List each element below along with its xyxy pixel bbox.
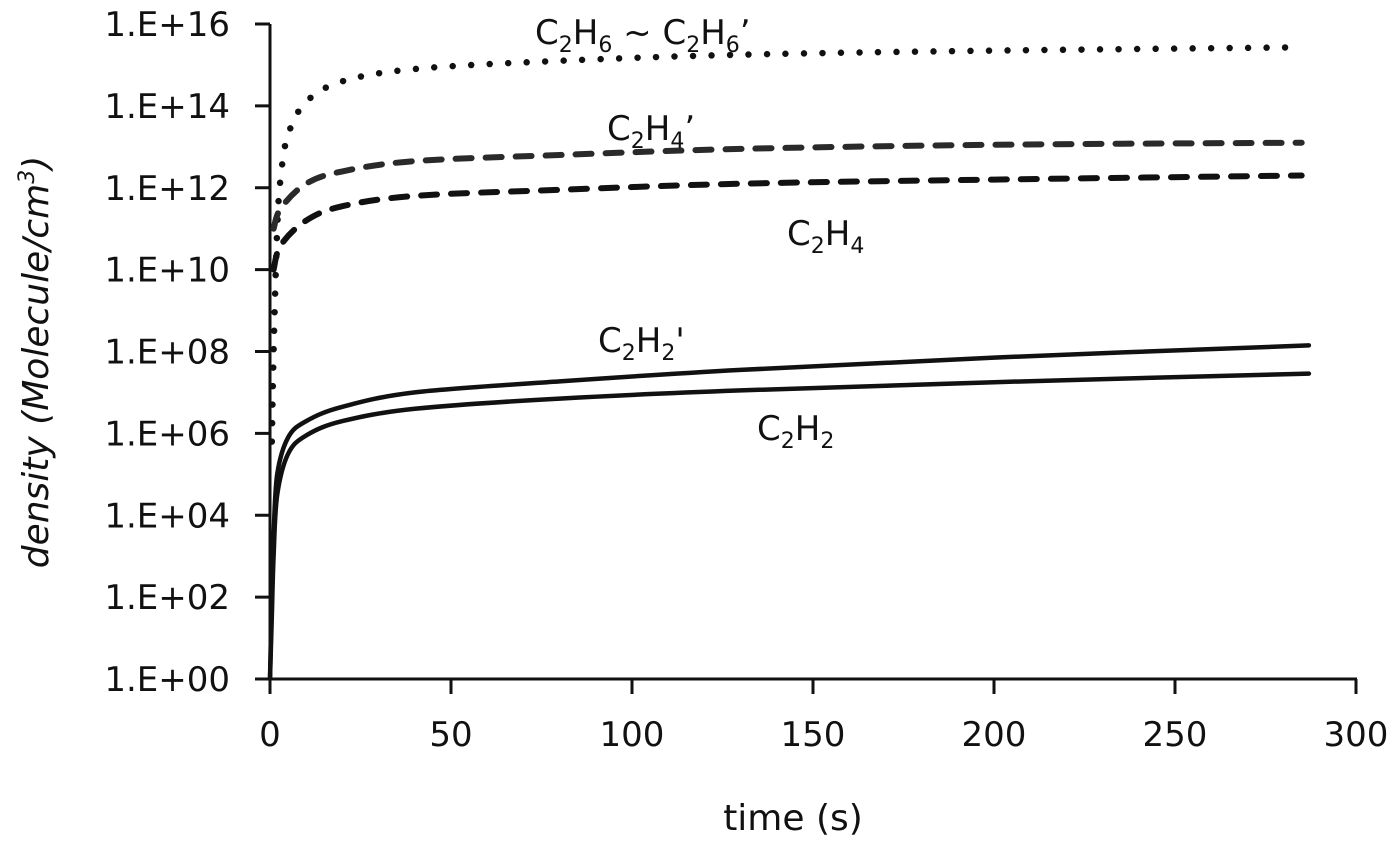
x-tick-label: 200 [962,715,1027,755]
y-axis-title-unit: (Molecule/cm [16,184,57,425]
x-tick-label: 0 [259,715,281,755]
y-tick-label: 1.E+08 [104,333,230,373]
y-tick-label: 1.E+16 [104,5,230,45]
x-tick-label: 100 [600,715,665,755]
y-axis-title: density (Molecule/cm3) [15,156,57,569]
series-c2h4 [270,172,1305,273]
y-tick-label: 1.E+00 [104,660,230,700]
label-c2h4: C2H4 [787,214,864,259]
y-tick-label: 1.E+10 [104,251,230,291]
series-c2h2-prime [267,343,1312,682]
y-tick-label: 1.E+02 [104,578,230,618]
label-c2h6: C2H6 ~ C2H6’ [535,13,751,58]
axes: 1.E+00 1.E+02 1.E+04 1.E+06 1.E+08 1.E+10 1.E+… [104,5,1388,755]
x-tick-label: 250 [1143,715,1208,755]
series-layer [267,44,1312,682]
y-tick-label: 1.E+14 [104,87,230,127]
series-c2h6 [268,44,1305,445]
y-tick-label: 1.E+04 [104,496,230,536]
x-tick-label: 300 [1324,715,1389,755]
label-c2h4-prime: C2H4’ [607,109,695,154]
y-axis-title-sup: 3 [15,170,40,184]
y-tick-label: 1.E+12 [104,169,230,209]
x-tick-label: 150 [781,715,846,755]
x-axis-title: time (s) [723,798,863,839]
y-axis-title-close: ) [16,156,57,173]
y-ticks: 1.E+00 1.E+02 1.E+04 1.E+06 1.E+08 1.E+10 1.E+… [104,5,270,700]
series-c2h4-prime [270,139,1305,232]
y-axis-title-main: density [16,436,57,569]
label-c2h2-prime: C2H2' [598,321,685,366]
x-tick-label: 50 [429,715,472,755]
series-c2h2 [267,371,1312,682]
y-tick-label: 1.E+06 [104,414,230,454]
label-c2h2: C2H2 [757,409,834,454]
x-ticks: 0 50 100 150 200 250 300 [259,679,1388,755]
